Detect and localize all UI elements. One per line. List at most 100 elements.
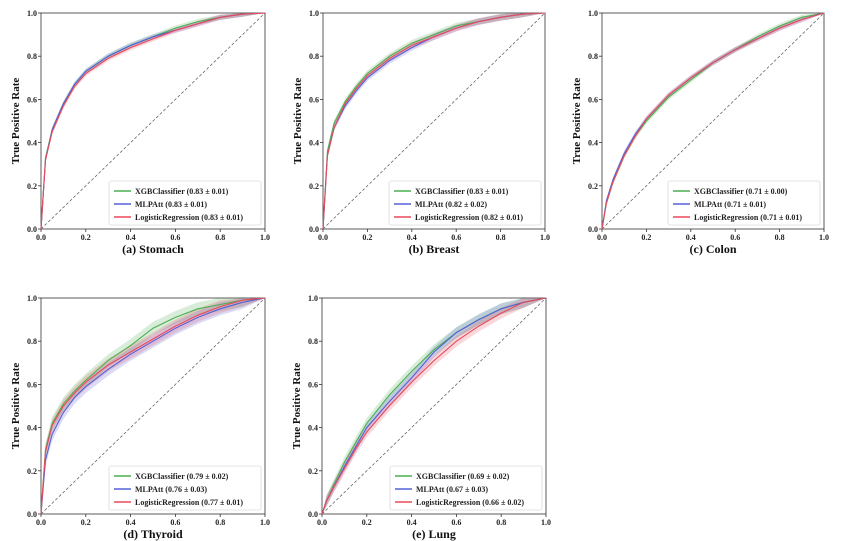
- chance-diagonal: [40, 12, 266, 230]
- y-tick-label: 0.2: [309, 182, 319, 191]
- y-tick-label: 0.0: [27, 510, 37, 519]
- y-axis-label: True Positive Rate: [292, 78, 304, 165]
- legend-label-2: MLPAtt (0.82 ± 0.02): [415, 200, 487, 209]
- legend: XGBClassifier (0.79 ± 0.02) MLPAtt (0.76 …: [108, 465, 262, 511]
- chance-diagonal: [321, 297, 547, 515]
- series-line-3: [601, 12, 825, 230]
- y-tick-label: 0.6: [27, 380, 37, 389]
- y-tick-label: 1.0: [308, 294, 318, 303]
- series-line-3: [322, 12, 546, 230]
- y-tick-label: 0.6: [309, 95, 319, 104]
- x-tick-label: 0.2: [362, 518, 372, 527]
- x-tick-label: 0.4: [686, 233, 696, 242]
- y-tick-label: 0.8: [308, 337, 318, 346]
- legend-box: [388, 180, 542, 226]
- y-tick-label: 0.4: [309, 139, 319, 148]
- x-tick-label: 0.4: [407, 518, 417, 527]
- legend-label-3: LogisticRegression (0.82 ± 0.01): [415, 213, 523, 222]
- legend: XGBClassifier (0.83 ± 0.01) MLPAtt (0.82 …: [388, 180, 542, 226]
- x-tick-label: 1.0: [260, 233, 270, 242]
- series-line-1: [40, 297, 266, 515]
- legend-label-1: XGBClassifier (0.79 ± 0.02): [135, 472, 229, 481]
- x-tick-label: 0.0: [36, 233, 46, 242]
- chart-panel-5: 0.0 0.2 0.4 0.6 0.8 1.0 0.0 0.2 0.4 0.6 0.8 1.0 True…: [291, 294, 551, 541]
- y-axis-label: True Positive Rate: [10, 78, 22, 165]
- y-tick-label: 1.0: [309, 9, 319, 18]
- series-band-3: [41, 13, 265, 229]
- x-tick-label: 0.0: [317, 518, 327, 527]
- legend-label-2: MLPAtt (0.67 ± 0.03): [416, 485, 488, 494]
- series-line-3: [40, 12, 266, 230]
- y-tick-label: 0.4: [27, 139, 37, 148]
- y-tick-label: 0.8: [588, 52, 598, 61]
- x-tick-label: 0.6: [170, 518, 180, 527]
- legend-label-3: LogisticRegression (0.77 ± 0.01): [135, 498, 243, 507]
- y-tick-label: 1.0: [27, 9, 37, 18]
- x-tick-label: 0.4: [126, 518, 136, 527]
- y-tick-label: 0.0: [27, 225, 37, 234]
- x-tick-label: 0.0: [36, 518, 46, 527]
- x-tick-label: 0.8: [496, 518, 506, 527]
- legend-label-2: MLPAtt (0.83 ± 0.01): [135, 200, 207, 209]
- legend-label-2: MLPAtt (0.76 ± 0.03): [135, 485, 207, 494]
- x-tick-label: 0.0: [597, 233, 607, 242]
- y-tick-label: 0.4: [588, 139, 598, 148]
- y-tick-label: 0.0: [308, 510, 318, 519]
- y-tick-label: 0.8: [27, 52, 37, 61]
- chart-panel-4: 0.0 0.2 0.4 0.6 0.8 1.0 0.0 0.2 0.4 0.6 0.8 1.0 True…: [10, 294, 270, 541]
- x-tick-label: 0.8: [775, 233, 785, 242]
- panel-caption: (d) Thyroid: [123, 527, 183, 541]
- x-tick-label: 0.2: [641, 233, 651, 242]
- x-tick-label: 0.2: [362, 233, 372, 242]
- x-tick-label: 0.8: [215, 233, 225, 242]
- x-tick-label: 0.0: [318, 233, 328, 242]
- chart-panel-1: 0.0 0.2 0.4 0.6 0.8 1.0 0.0 0.2 0.4 0.6 0.8 1.0 True…: [10, 9, 270, 256]
- x-tick-label: 1.0: [260, 518, 270, 527]
- x-tick-label: 0.4: [126, 233, 136, 242]
- x-tick-label: 1.0: [819, 233, 829, 242]
- y-tick-label: 0.6: [588, 95, 598, 104]
- legend-box: [108, 465, 262, 511]
- legend: XGBClassifier (0.71 ± 0.00) MLPAtt (0.71 …: [667, 180, 821, 226]
- x-tick-label: 0.2: [81, 233, 91, 242]
- y-tick-label: 0.2: [27, 182, 37, 191]
- legend-box: [667, 180, 821, 226]
- chance-diagonal: [601, 12, 825, 230]
- legend-label-1: XGBClassifier (0.83 ± 0.01): [135, 187, 229, 196]
- panel-caption: (b) Breast: [409, 242, 460, 256]
- legend-box: [108, 180, 262, 226]
- y-tick-label: 0.6: [308, 380, 318, 389]
- legend-label-3: LogisticRegression (0.71 ± 0.01): [694, 213, 802, 222]
- y-tick-label: 0.2: [308, 467, 318, 476]
- chart-panel-3: 0.0 0.2 0.4 0.6 0.8 1.0 0.0 0.2 0.4 0.6 0.8 1.0 True…: [571, 9, 829, 256]
- y-tick-label: 0.2: [588, 182, 598, 191]
- x-tick-label: 0.8: [215, 518, 225, 527]
- y-axis-label: True Positive Rate: [10, 363, 22, 450]
- x-tick-label: 0.6: [451, 518, 461, 527]
- chance-diagonal: [322, 12, 546, 230]
- y-tick-label: 0.2: [27, 467, 37, 476]
- legend-label-1: XGBClassifier (0.69 ± 0.02): [416, 472, 510, 481]
- series-line-2: [40, 297, 266, 515]
- legend: XGBClassifier (0.83 ± 0.01) MLPAtt (0.83 …: [108, 180, 262, 226]
- y-tick-label: 0.8: [309, 52, 319, 61]
- legend: XGBClassifier (0.69 ± 0.02) MLPAtt (0.67 …: [389, 465, 543, 511]
- legend-box: [389, 465, 543, 511]
- x-tick-label: 0.6: [730, 233, 740, 242]
- x-tick-label: 0.6: [451, 233, 461, 242]
- y-axis-label: True Positive Rate: [291, 363, 303, 450]
- x-tick-label: 0.2: [81, 518, 91, 527]
- y-tick-label: 0.4: [308, 424, 318, 433]
- panel-caption: (e) Lung: [412, 527, 456, 541]
- chance-diagonal: [40, 297, 266, 515]
- legend-label-1: XGBClassifier (0.83 ± 0.01): [415, 187, 509, 196]
- y-tick-label: 1.0: [588, 9, 598, 18]
- panel-caption: (a) Stomach: [122, 242, 184, 256]
- x-tick-label: 0.4: [407, 233, 417, 242]
- chart-panel-2: 0.0 0.2 0.4 0.6 0.8 1.0 0.0 0.2 0.4 0.6 0.8 1.0 True…: [292, 9, 550, 256]
- y-axis-label: True Positive Rate: [571, 78, 583, 165]
- y-tick-label: 0.0: [588, 225, 598, 234]
- legend-label-2: MLPAtt (0.71 ± 0.01): [694, 200, 766, 209]
- x-tick-label: 1.0: [540, 233, 550, 242]
